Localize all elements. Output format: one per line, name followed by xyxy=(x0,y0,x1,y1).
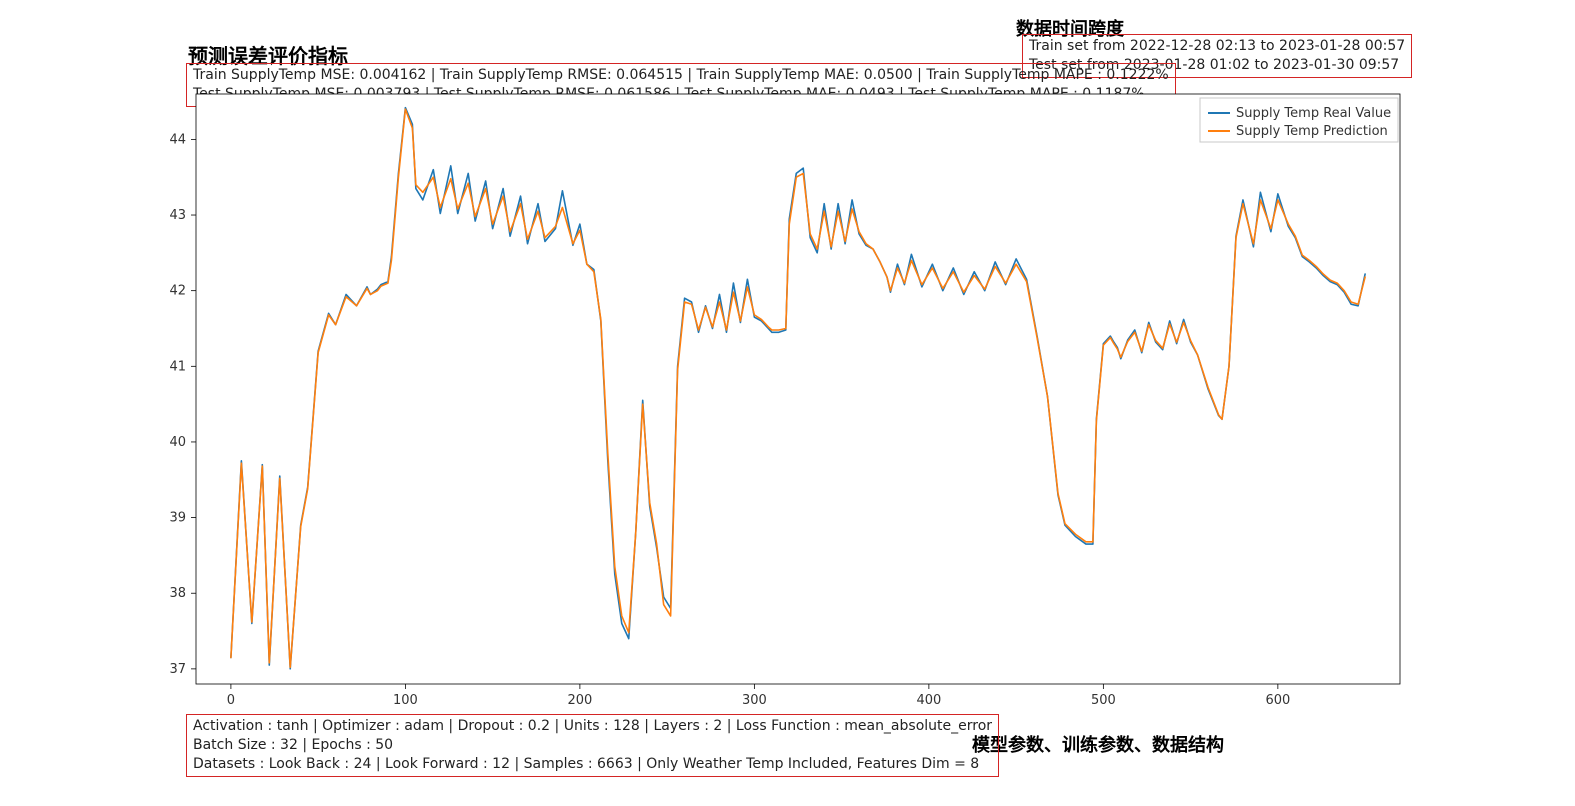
svg-text:43: 43 xyxy=(169,208,186,223)
svg-text:44: 44 xyxy=(169,132,186,147)
legend-label: Supply Temp Real Value xyxy=(1236,106,1391,121)
svg-text:100: 100 xyxy=(393,693,418,708)
svg-text:38: 38 xyxy=(169,586,186,601)
svg-text:600: 600 xyxy=(1265,693,1290,708)
figure-container: { "headings": { "metrics_title": "预测误差评价… xyxy=(0,0,1575,806)
legend-label: Supply Temp Prediction xyxy=(1236,124,1388,139)
svg-text:500: 500 xyxy=(1091,693,1116,708)
svg-text:0: 0 xyxy=(227,693,235,708)
svg-text:300: 300 xyxy=(742,693,767,708)
svg-text:39: 39 xyxy=(169,511,186,526)
svg-text:400: 400 xyxy=(916,693,941,708)
svg-text:37: 37 xyxy=(169,662,186,677)
svg-text:42: 42 xyxy=(169,284,186,299)
svg-text:200: 200 xyxy=(567,693,592,708)
svg-text:40: 40 xyxy=(169,435,186,450)
line-chart: 37 38 39 40 41 42 43 44 0 100 200 300 400 500 600 Suppl… xyxy=(0,0,1575,806)
svg-text:41: 41 xyxy=(169,359,186,374)
